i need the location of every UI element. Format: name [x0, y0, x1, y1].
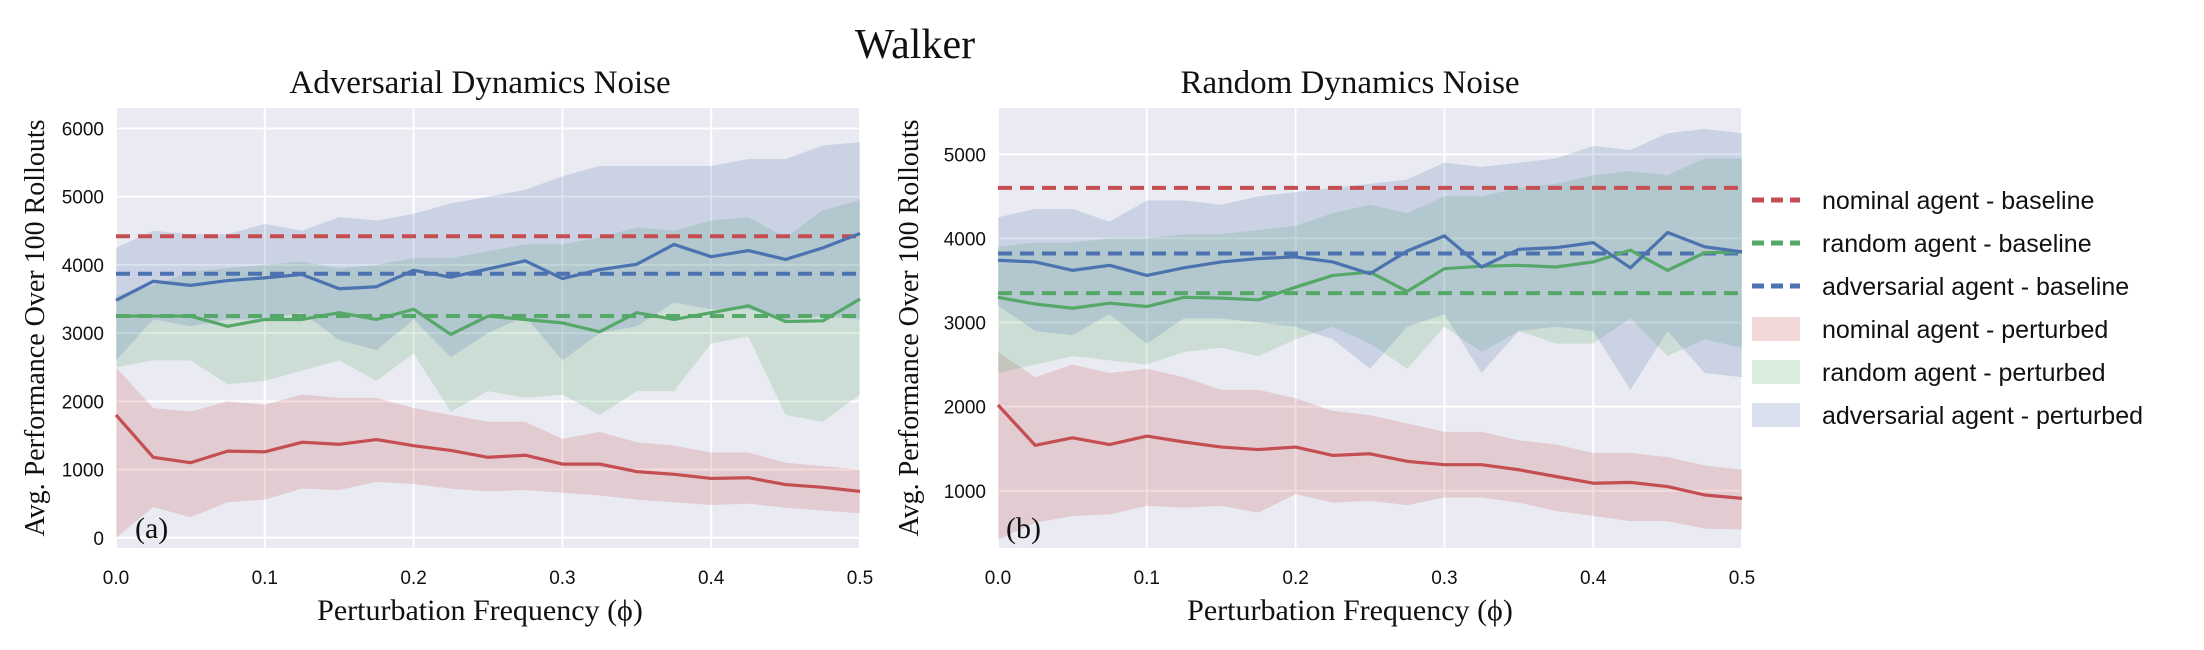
x-axis-label: Perturbation Frequency (ϕ) [1187, 594, 1513, 627]
nominal-perturbed-line [114, 413, 861, 493]
grid-lines [997, 108, 1743, 548]
x-tick-label: 0.3 [549, 568, 575, 589]
series-lines [114, 232, 861, 493]
confidence-bands [116, 142, 860, 538]
y-tick-label: 0 [93, 529, 104, 550]
confidence-bands [998, 129, 1742, 540]
y-tick-label: 2000 [62, 392, 104, 413]
panel-label: (a) [135, 512, 168, 545]
panel-title: Random Dynamics Noise [1180, 65, 1519, 101]
legend-label: adversarial agent - perturbed [1822, 402, 2143, 430]
y-tick-labels: 0 1000 2000 3000 4000 5000 6000 [62, 119, 104, 549]
y-tick-labels: 1000 2000 3000 4000 5000 [944, 145, 986, 503]
legend-swatch [1752, 360, 1800, 384]
nominal-perturbed-band [116, 367, 860, 538]
x-tick-label: 0.1 [252, 568, 278, 589]
y-tick-label: 3000 [944, 314, 986, 335]
nominal-perturbed-line [996, 403, 1743, 500]
x-tick-label: 0.2 [1282, 568, 1308, 589]
adversarial-perturbed-line [997, 230, 1743, 278]
x-tick-label: 0.4 [698, 568, 725, 589]
y-tick-label: 2000 [944, 398, 986, 419]
x-tick-label: 0.4 [1580, 568, 1607, 589]
y-tick-label: 6000 [62, 119, 104, 140]
panel-random-noise: Random Dynamics Noise 0.0 0.1 0.2 0.3 0.4 0.5… [894, 65, 1755, 627]
random-perturbed-band [998, 158, 1742, 374]
x-tick-label: 0.2 [400, 568, 426, 589]
panel-title: Adversarial Dynamics Noise [289, 65, 670, 101]
nominal-perturbed-band [998, 351, 1742, 540]
x-axis-label: Perturbation Frequency (ϕ) [317, 594, 643, 627]
x-tick-label: 0.5 [847, 568, 873, 589]
legend-label: nominal agent - perturbed [1822, 316, 2108, 344]
legend-label: random agent - perturbed [1822, 359, 2106, 387]
series-lines [996, 230, 1743, 500]
panel-adversarial-noise: Adversarial Dynamics Noise 0.0 0.1 0.2 0.3 0… [20, 65, 873, 627]
legend-swatch [1752, 403, 1800, 427]
y-tick-label: 4000 [944, 229, 986, 250]
y-tick-label: 4000 [62, 256, 104, 277]
legend-swatch [1752, 317, 1800, 341]
panel-label: (b) [1006, 512, 1041, 545]
x-tick-label: 0.1 [1134, 568, 1160, 589]
baseline-lines [116, 234, 860, 319]
random-perturbed-line [116, 297, 861, 337]
x-tick-label: 0.0 [985, 568, 1011, 589]
figure-title: Walker [855, 22, 975, 68]
plot-area [116, 108, 860, 548]
legend-label: adversarial agent - baseline [1822, 273, 2129, 301]
adversarial-perturbed-band [116, 142, 860, 361]
y-tick-label: 1000 [944, 482, 986, 503]
y-tick-label: 5000 [62, 188, 104, 209]
x-tick-labels: 0.0 0.1 0.2 0.3 0.4 0.5 [103, 568, 873, 589]
legend: nominal agent - baseline random agent - b… [1752, 187, 2143, 430]
adversarial-perturbed-band [998, 129, 1742, 390]
y-axis-label: Avg. Performance Over 100 Rollouts [20, 119, 51, 536]
plot-area [998, 108, 1742, 548]
y-axis-label: Avg. Performance Over 100 Rollouts [894, 119, 925, 536]
legend-label: nominal agent - baseline [1822, 187, 2094, 215]
y-tick-label: 5000 [944, 145, 986, 166]
x-tick-label: 0.0 [103, 568, 129, 589]
adversarial-perturbed-line [115, 232, 861, 302]
random-perturbed-band [116, 200, 860, 422]
x-tick-label: 0.5 [1729, 568, 1755, 589]
x-tick-labels: 0.0 0.1 0.2 0.3 0.4 0.5 [985, 568, 1755, 589]
legend-label: random agent - baseline [1822, 230, 2092, 258]
y-tick-label: 1000 [62, 461, 104, 482]
grid-lines [115, 108, 861, 548]
y-tick-label: 3000 [62, 324, 104, 345]
x-tick-label: 0.3 [1431, 568, 1457, 589]
